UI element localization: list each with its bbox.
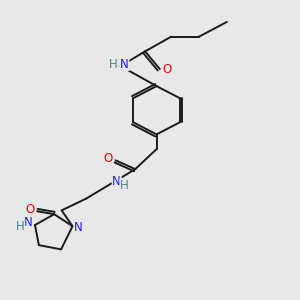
- Text: O: O: [162, 62, 172, 76]
- Text: H: H: [16, 220, 25, 233]
- Text: O: O: [104, 152, 113, 165]
- Text: N: N: [74, 221, 83, 234]
- Text: N: N: [112, 175, 121, 188]
- Text: O: O: [26, 203, 34, 216]
- Text: H: H: [109, 58, 118, 70]
- Text: H: H: [120, 179, 129, 192]
- Text: N: N: [120, 58, 129, 70]
- Text: N: N: [23, 216, 32, 229]
